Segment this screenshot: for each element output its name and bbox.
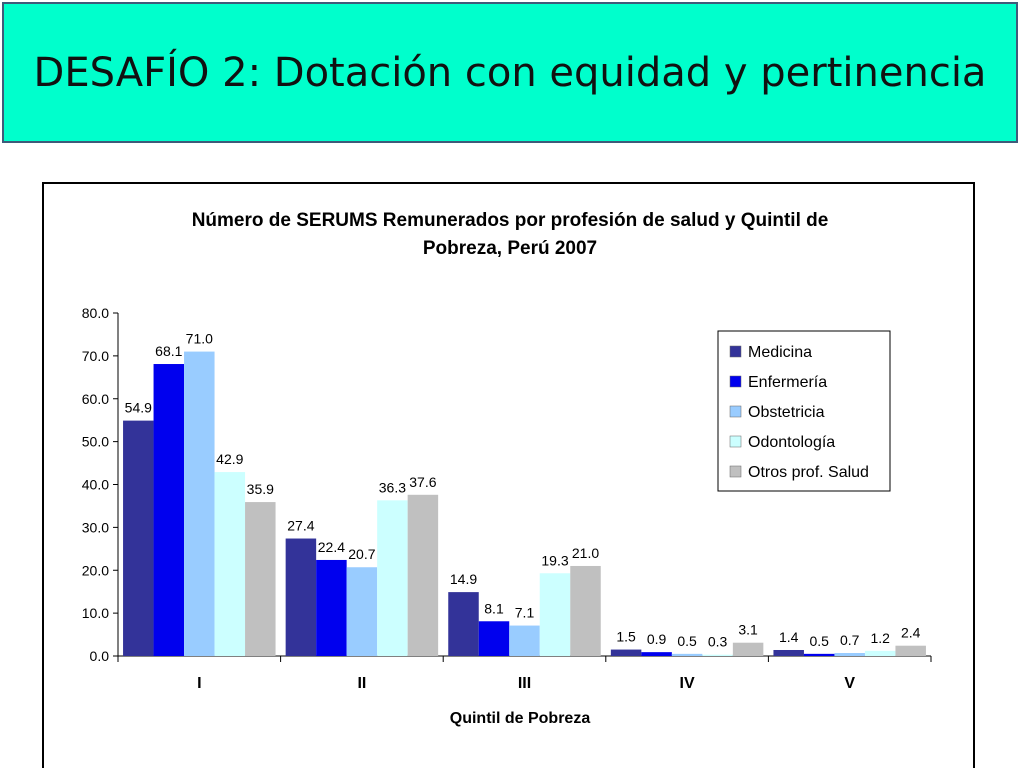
chart-title-line2: Pobreza, Perú 2007 — [423, 238, 597, 259]
bar — [245, 502, 276, 656]
slide-title-banner: DESAFÍO 2: Dotación con equidad y pertin… — [2, 2, 1018, 143]
data-label: 0.9 — [647, 631, 667, 647]
data-label: 1.2 — [870, 630, 890, 646]
bar — [641, 652, 672, 656]
legend: Medicina Enfermería Obstetricia Odontología… — [717, 330, 891, 492]
legend-swatch — [729, 465, 742, 478]
bar — [184, 351, 215, 656]
bar — [123, 420, 154, 656]
bar — [377, 500, 408, 656]
y-tick-label: 80.0 — [82, 305, 109, 321]
x-tick-label: II — [357, 675, 366, 692]
bar-chart: Número de SERUMS Remunerados por profesi… — [82, 210, 932, 727]
y-tick-label: 30.0 — [82, 519, 109, 535]
chart-frame: Número de SERUMS Remunerados por profesi… — [42, 182, 975, 768]
data-label: 54.9 — [125, 400, 152, 416]
bar — [153, 364, 185, 656]
legend-label: Odontología — [748, 434, 835, 451]
legend-label: Medicina — [748, 344, 812, 361]
data-label: 0.5 — [809, 633, 829, 649]
bar — [895, 645, 926, 656]
legend-box — [717, 330, 891, 492]
bar — [671, 653, 703, 656]
data-label: 3.1 — [738, 622, 758, 638]
bar — [803, 653, 835, 656]
data-label: 2.4 — [901, 625, 921, 641]
data-label: 0.5 — [677, 633, 697, 649]
data-label: 21.0 — [572, 545, 599, 561]
data-label: 14.9 — [450, 571, 477, 587]
bar — [214, 472, 246, 656]
x-tick-label: III — [518, 675, 531, 692]
y-tick-label: 40.0 — [82, 477, 109, 493]
bar — [285, 538, 317, 656]
legend-label: Obstetricia — [748, 404, 825, 421]
x-tick-label: I — [197, 675, 201, 692]
data-label: 22.4 — [318, 539, 345, 555]
y-tick-label: 50.0 — [82, 434, 109, 450]
chart-title-line1: Número de SERUMS Remunerados por profesi… — [192, 210, 829, 231]
bar — [509, 625, 540, 656]
data-label: 42.9 — [216, 451, 243, 467]
legend-swatch — [729, 375, 742, 388]
bar — [316, 559, 347, 656]
plot-area: 0.0 10.0 20.0 30.0 40.0 50.0 60.0 70.0 80.0 I 54.9… — [82, 305, 932, 692]
data-label: 68.1 — [155, 343, 182, 359]
bar — [448, 592, 479, 656]
x-tick-label: V — [844, 675, 855, 692]
legend-swatch — [729, 435, 742, 448]
legend-label: Otros prof. Salud — [748, 464, 869, 481]
bar — [834, 652, 865, 656]
bar — [478, 621, 510, 656]
data-label: 0.7 — [840, 632, 860, 648]
y-tick-label: 10.0 — [82, 605, 109, 621]
y-tick-label: 60.0 — [82, 391, 109, 407]
bar — [732, 642, 764, 656]
data-label: 27.4 — [287, 518, 314, 534]
bar — [864, 650, 896, 656]
data-label: 8.1 — [484, 600, 504, 616]
data-label: 1.4 — [779, 629, 799, 645]
bar — [773, 649, 804, 656]
data-label: 37.6 — [409, 474, 436, 490]
y-tick-label: 70.0 — [82, 348, 109, 364]
bar — [346, 567, 378, 656]
bar — [407, 494, 439, 656]
data-label: 35.9 — [247, 481, 274, 497]
x-axis-title: Quintil de Pobreza — [450, 710, 591, 727]
bar — [539, 573, 571, 656]
bar — [610, 649, 642, 656]
legend-label: Enfermería — [748, 374, 827, 391]
data-label: 0.3 — [708, 634, 728, 650]
y-tick-label: 0.0 — [90, 648, 110, 664]
bar — [702, 654, 733, 656]
data-label: 20.7 — [348, 546, 375, 562]
data-label: 36.3 — [379, 479, 406, 495]
data-label: 71.0 — [186, 331, 213, 347]
legend-swatch — [729, 405, 742, 418]
legend-swatch — [729, 345, 742, 358]
data-label: 7.1 — [515, 605, 535, 621]
data-label: 19.3 — [541, 552, 568, 568]
bar — [570, 565, 601, 656]
x-tick-label: IV — [680, 675, 695, 692]
data-label: 1.5 — [616, 629, 636, 645]
slide-title: DESAFÍO 2: Dotación con equidad y pertin… — [33, 49, 987, 96]
y-tick-label: 20.0 — [82, 562, 109, 578]
